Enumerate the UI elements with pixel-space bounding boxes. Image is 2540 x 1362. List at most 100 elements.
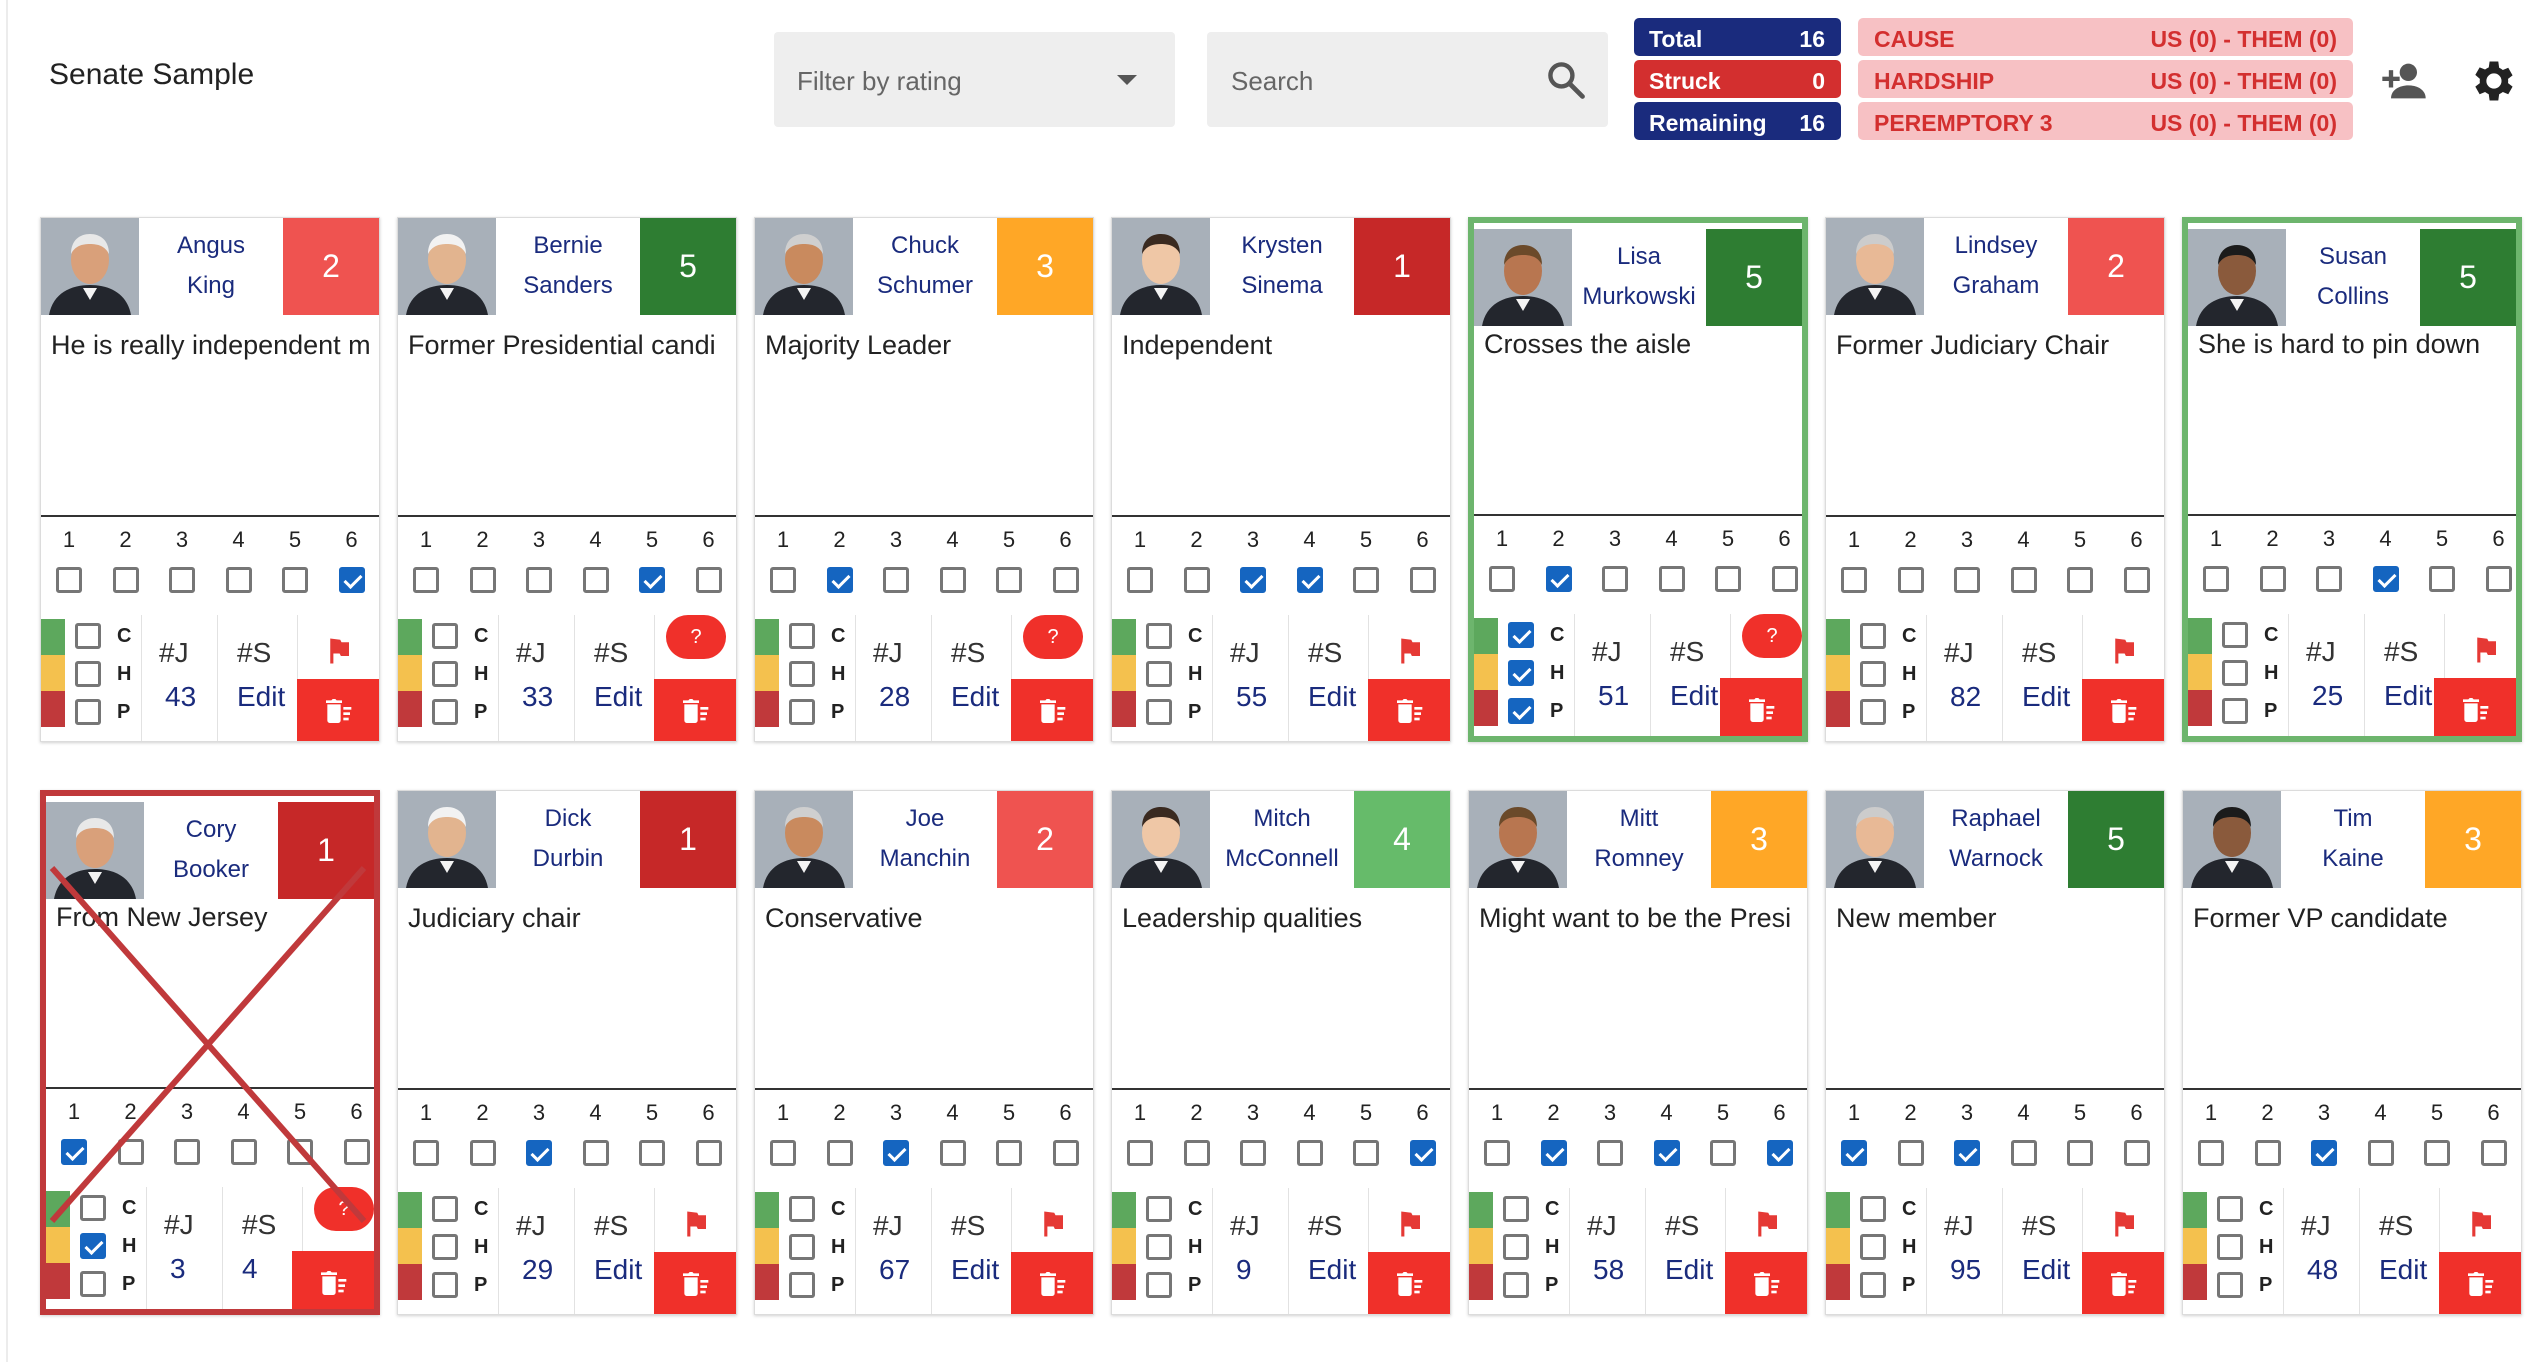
seat-edit-link[interactable]: Edit [951,1254,1000,1285]
question-checkbox[interactable] [1183,1140,1210,1166]
rating-badge[interactable]: 1 [1354,218,1450,315]
juror-name[interactable]: Angus King [139,218,283,315]
challenge-h-checkbox[interactable] [1503,1234,1529,1260]
question-checkbox[interactable] [2067,1140,2093,1166]
juror-note[interactable]: Former VP candidate [2193,903,2448,933]
question-badge[interactable]: ? [1023,615,1083,659]
question-checkbox[interactable] [1545,566,1572,592]
question-checkbox[interactable] [582,567,609,593]
juror-name[interactable]: Tim Kaine [2281,791,2425,888]
seat-edit-link[interactable]: Edit [2384,680,2433,711]
challenge-p-checkbox[interactable] [1860,699,1886,725]
challenge-p-checkbox[interactable] [789,1272,815,1298]
flag-icon[interactable] [2109,635,2139,667]
question-checkbox[interactable] [2367,1140,2394,1166]
challenge-p-checkbox[interactable] [1146,1272,1172,1298]
question-checkbox[interactable] [1597,1140,1623,1166]
rating-badge[interactable]: 1 [278,802,374,899]
challenge-c-checkbox[interactable] [432,623,458,649]
question-checkbox[interactable] [582,1140,609,1166]
seat-edit-link[interactable]: Edit [1308,681,1357,712]
question-checkbox[interactable] [1183,567,1210,593]
flag-icon[interactable] [1395,1208,1425,1240]
question-checkbox[interactable] [2067,567,2093,593]
question-checkbox[interactable] [1602,566,1628,592]
challenge-h-checkbox[interactable] [2222,660,2248,686]
strike-button[interactable] [1368,679,1450,741]
question-badge[interactable]: ? [314,1187,374,1231]
challenge-c-checkbox[interactable] [2222,622,2248,648]
strike-button[interactable] [1368,1252,1450,1314]
question-checkbox[interactable] [826,1140,853,1166]
juror-note[interactable]: Independent [1122,330,1273,360]
question-checkbox[interactable] [2316,566,2342,592]
juror-card[interactable]: Raphael Warnock 5 New member 1 2 3 4 5 6 C H P #J 95 #S… [1825,790,2165,1315]
question-checkbox[interactable] [1052,1140,1079,1166]
question-checkbox[interactable] [1484,1140,1510,1166]
question-checkbox[interactable] [1052,567,1079,593]
question-checkbox[interactable] [2010,567,2037,593]
juror-name[interactable]: Lindsey Graham [1924,218,2068,315]
juror-name[interactable]: Krysten Sinema [1210,218,1354,315]
question-checkbox[interactable] [2259,566,2286,592]
challenge-h-checkbox[interactable] [1860,1234,1886,1260]
juror-note[interactable]: From New Jersey [56,902,268,932]
juror-note[interactable]: Judiciary chair [408,903,581,933]
juror-name[interactable]: Joe Manchin [853,791,997,888]
search-input[interactable]: Search [1207,32,1608,127]
question-checkbox[interactable] [230,1139,257,1165]
question-checkbox[interactable] [2424,1140,2450,1166]
question-checkbox[interactable] [883,1140,909,1166]
gear-icon[interactable] [2466,55,2518,107]
flag-icon[interactable] [1752,1208,1782,1240]
rating-badge[interactable]: 5 [2420,229,2516,326]
challenge-c-checkbox[interactable] [1860,1196,1886,1222]
rating-badge[interactable]: 3 [2425,791,2521,888]
question-checkbox[interactable] [2311,1140,2337,1166]
question-badge[interactable]: ? [666,615,726,659]
juror-name[interactable]: Dick Durbin [496,791,640,888]
juror-name[interactable]: Cory Booker [144,802,278,899]
question-checkbox[interactable] [1409,1140,1436,1166]
question-checkbox[interactable] [2485,566,2512,592]
strike-button[interactable] [654,679,736,741]
question-checkbox[interactable] [112,567,139,593]
rating-badge[interactable]: 3 [1711,791,1807,888]
rating-badge[interactable]: 2 [997,791,1093,888]
rating-badge[interactable]: 5 [1706,229,1802,326]
juror-card[interactable]: Lisa Murkowski 5 Crosses the aisle 1 2 3 4 5 6 C H P… [1468,217,1808,742]
question-checkbox[interactable] [2203,566,2229,592]
seat-edit-link[interactable]: Edit [2379,1254,2428,1285]
challenge-p-checkbox[interactable] [2217,1272,2243,1298]
question-checkbox[interactable] [1954,1140,1980,1166]
juror-card[interactable]: Tim Kaine 3 Former VP candidate 1 2 3 4 5 6 C H P #J 4… [2182,790,2522,1315]
seat-edit-link[interactable]: Edit [594,681,643,712]
rating-badge[interactable]: 2 [283,218,379,315]
question-checkbox[interactable] [117,1139,144,1165]
strike-button[interactable] [2434,678,2516,736]
juror-card[interactable]: Dick Durbin 1 Judiciary chair 1 2 3 4 5 6 C H P #J 29 #… [397,790,737,1315]
question-checkbox[interactable] [1489,566,1515,592]
question-checkbox[interactable] [1296,567,1323,593]
strike-button[interactable] [1011,1252,1093,1314]
rating-badge[interactable]: 3 [997,218,1093,315]
juror-card[interactable]: Joe Manchin 2 Conservative 1 2 3 4 5 6 C H P #J 67 #S Ed… [754,790,1094,1315]
challenge-p-checkbox[interactable] [80,1271,106,1297]
question-checkbox[interactable] [1841,567,1867,593]
juror-card[interactable]: Susan Collins 5 She is hard to pin down 1 2 3 4… [2182,217,2522,742]
question-checkbox[interactable] [2480,1140,2507,1166]
strike-button[interactable] [1720,678,1802,736]
question-checkbox[interactable] [413,1140,439,1166]
question-checkbox[interactable] [826,567,853,593]
question-checkbox[interactable] [639,1140,665,1166]
seat-edit-link[interactable]: Edit [594,1254,643,1285]
juror-note[interactable]: Conservative [765,903,923,933]
challenge-h-checkbox[interactable] [1508,660,1534,686]
strike-button[interactable] [2082,679,2164,741]
question-checkbox[interactable] [2198,1140,2224,1166]
juror-note[interactable]: Former Presidential candi [408,330,716,360]
question-checkbox[interactable] [695,567,722,593]
challenge-c-checkbox[interactable] [1503,1196,1529,1222]
question-checkbox[interactable] [282,567,308,593]
seat-edit-link[interactable]: Edit [2022,681,2071,712]
